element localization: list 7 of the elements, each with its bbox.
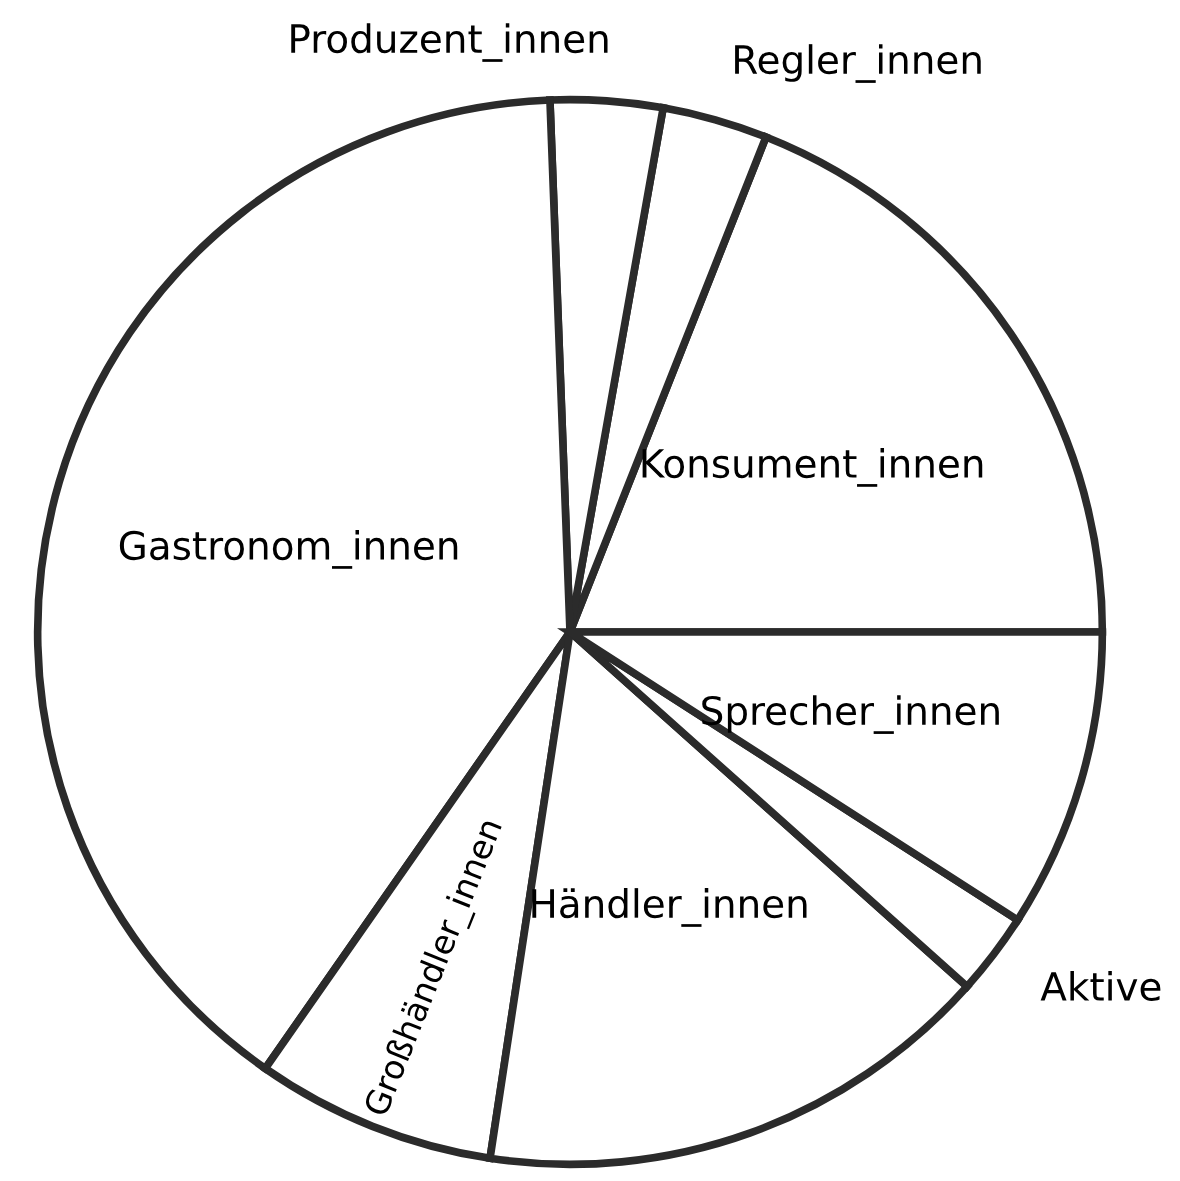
slice-label: Regler_innen [735,44,981,83]
slice-label: Konsument_innen [642,448,983,487]
slice-label: Gastronom_innen [119,530,458,569]
slice-label: Produzent_innen [291,23,608,62]
slice-label: Aktive [1040,970,1161,1002]
slice-label: Sprecher_innen [702,695,999,734]
slice-label: Händler_innen [532,888,807,927]
